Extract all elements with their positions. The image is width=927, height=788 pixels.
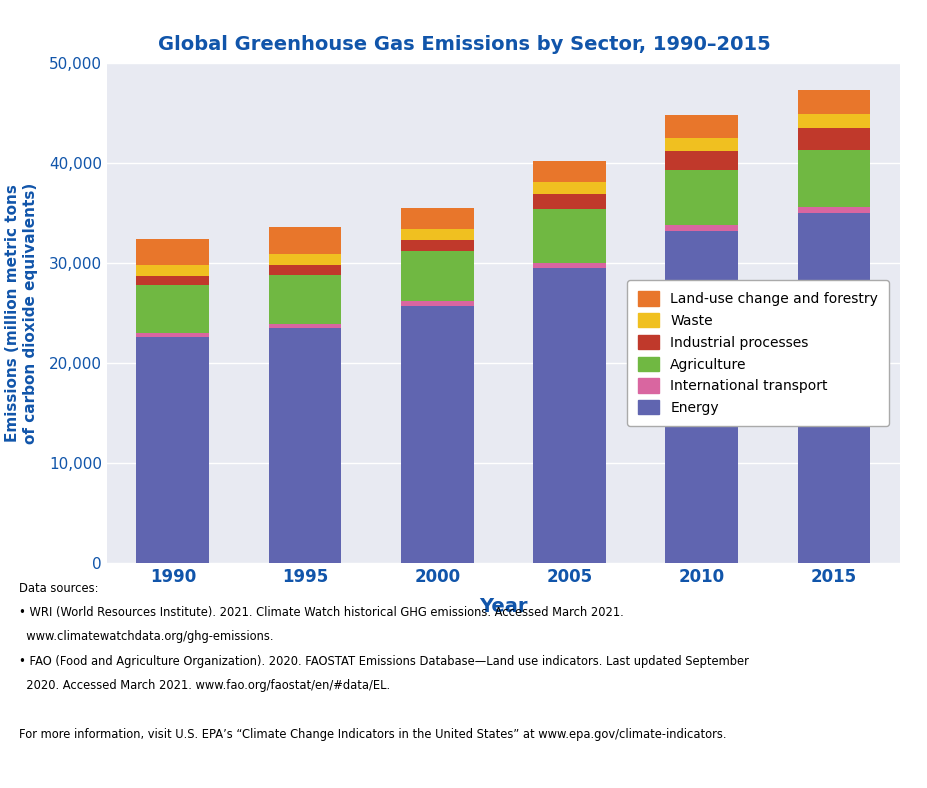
Bar	[797, 90, 870, 113]
Bar	[269, 324, 341, 329]
Bar	[665, 225, 737, 231]
Bar	[136, 285, 209, 333]
Bar	[400, 307, 473, 563]
Bar	[400, 229, 473, 240]
Bar	[797, 150, 870, 206]
Bar	[136, 337, 209, 563]
Text: www.climatewatchdata.org/ghg-emissions.: www.climatewatchdata.org/ghg-emissions.	[19, 630, 273, 643]
Bar	[533, 268, 605, 563]
Bar	[400, 208, 473, 229]
Bar	[797, 206, 870, 214]
Bar	[400, 251, 473, 301]
Bar	[533, 209, 605, 262]
Text: Global Greenhouse Gas Emissions by Sector, 1990–2015: Global Greenhouse Gas Emissions by Secto…	[158, 35, 769, 54]
X-axis label: Year: Year	[478, 597, 527, 616]
Bar	[269, 275, 341, 324]
Bar	[797, 214, 870, 563]
Bar	[400, 301, 473, 307]
Bar	[269, 265, 341, 275]
Legend: Land-use change and forestry, Waste, Industrial processes, Agriculture, Internat: Land-use change and forestry, Waste, Ind…	[627, 281, 888, 426]
Bar	[665, 115, 737, 138]
Bar	[136, 240, 209, 266]
Bar	[665, 151, 737, 170]
Text: For more information, visit U.S. EPA’s “Climate Change Indicators in the United : For more information, visit U.S. EPA’s “…	[19, 728, 725, 741]
Bar	[136, 266, 209, 277]
Text: • FAO (Food and Agriculture Organization). 2020. FAOSTAT Emissions Database—Land: • FAO (Food and Agriculture Organization…	[19, 655, 748, 667]
Text: Data sources:: Data sources:	[19, 582, 98, 594]
Bar	[665, 138, 737, 151]
Bar	[665, 231, 737, 563]
Bar	[665, 170, 737, 225]
Bar	[533, 161, 605, 181]
Y-axis label: Emissions (million metric tons
of carbon dioxide equivalents): Emissions (million metric tons of carbon…	[6, 183, 38, 444]
Bar	[136, 277, 209, 285]
Bar	[533, 194, 605, 209]
Bar	[269, 254, 341, 265]
Bar	[533, 181, 605, 194]
Text: 2020. Accessed March 2021. www.fao.org/faostat/en/#data/EL.: 2020. Accessed March 2021. www.fao.org/f…	[19, 679, 389, 692]
Bar	[797, 113, 870, 128]
Bar	[269, 329, 341, 563]
Text: • WRI (World Resources Institute). 2021. Climate Watch historical GHG emissions.: • WRI (World Resources Institute). 2021.…	[19, 606, 623, 619]
Bar	[136, 333, 209, 337]
Bar	[533, 262, 605, 268]
Bar	[797, 128, 870, 150]
Bar	[269, 227, 341, 254]
Bar	[400, 240, 473, 251]
